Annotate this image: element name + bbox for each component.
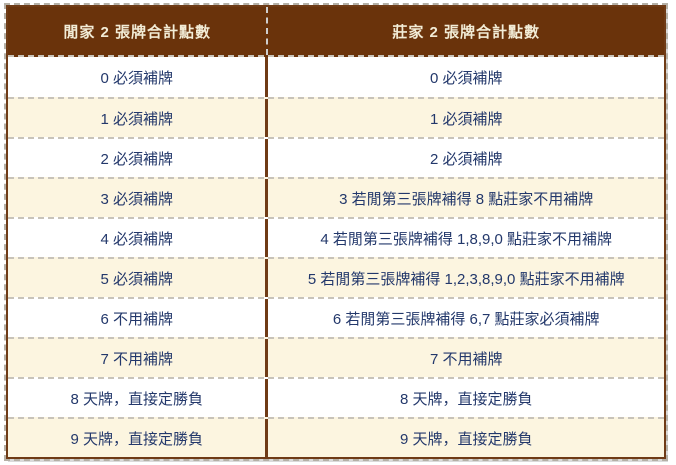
- table-row: 7 不用補牌 7 不用補牌: [8, 337, 664, 377]
- player-rule-cell: 7 不用補牌: [8, 339, 269, 377]
- banker-rule-cell: 8 天牌，直接定勝負: [399, 390, 533, 408]
- table-body: 0 必須補牌 0 必須補牌 1 必須補牌 1 必須補牌 2 必須補牌 2 必須補…: [8, 57, 664, 457]
- banker-rule-cell: 1 必須補牌: [429, 110, 503, 128]
- table-header-row: 閒家 2 張牌合計點數 莊家 2 張牌合計點數: [8, 7, 664, 57]
- player-rule-cell: 6 不用補牌: [8, 299, 269, 337]
- player-rule-cell: 8 天牌，直接定勝負: [8, 379, 269, 417]
- table-row: 4 必須補牌 4 若閒第三張牌補得 1,8,9,0 點莊家不用補牌: [8, 217, 664, 257]
- player-rule-cell: 5 必須補牌: [8, 259, 269, 297]
- player-rule-cell: 2 必須補牌: [8, 139, 269, 177]
- player-rule-cell: 4 必須補牌: [8, 219, 269, 257]
- player-rule-cell: 1 必須補牌: [8, 99, 269, 137]
- banker-rule-cell: 7 不用補牌: [429, 350, 503, 368]
- banker-rule-cell: 2 必須補牌: [429, 150, 503, 168]
- table-row: 9 天牌，直接定勝負 9 天牌，直接定勝負: [8, 417, 664, 457]
- banker-rule-cell: 3 若閒第三張牌補得 8 點莊家不用補牌: [339, 190, 594, 208]
- table-row: 8 天牌，直接定勝負 8 天牌，直接定勝負: [8, 377, 664, 417]
- banker-rule-cell: 0 必須補牌: [429, 69, 503, 87]
- table-row: 0 必須補牌 0 必須補牌: [8, 57, 664, 97]
- table-row: 3 必須補牌 3 若閒第三張牌補得 8 點莊家不用補牌: [8, 177, 664, 217]
- table-row: 2 必須補牌 2 必須補牌: [8, 137, 664, 177]
- banker-rule-cell: 4 若閒第三張牌補得 1,8,9,0 點莊家不用補牌: [320, 230, 613, 248]
- table-row: 5 必須補牌 5 若閒第三張牌補得 1,2,3,8,9,0 點莊家不用補牌: [8, 257, 664, 297]
- banker-rule-cell: 6 若閒第三張牌補得 6,7 點莊家必須補牌: [332, 310, 600, 328]
- player-rule-cell: 9 天牌，直接定勝負: [8, 419, 269, 457]
- player-rule-cell: 3 必須補牌: [8, 179, 269, 217]
- table-row: 6 不用補牌 6 若閒第三張牌補得 6,7 點莊家必須補牌: [8, 297, 664, 337]
- draw-rules-table: 閒家 2 張牌合計點數 莊家 2 張牌合計點數 0 必須補牌 0 必須補牌 1 …: [4, 3, 668, 461]
- banker-rule-cell: 5 若閒第三張牌補得 1,2,3,8,9,0 點莊家不用補牌: [307, 270, 625, 288]
- banker-header-cell: 莊家 2 張牌合計點數: [392, 23, 541, 41]
- player-rule-cell: 0 必須補牌: [8, 57, 269, 97]
- player-header-cell: 閒家 2 張牌合計點數: [8, 7, 269, 55]
- banker-rule-cell: 9 天牌，直接定勝負: [399, 430, 533, 448]
- table-row: 1 必須補牌 1 必須補牌: [8, 97, 664, 137]
